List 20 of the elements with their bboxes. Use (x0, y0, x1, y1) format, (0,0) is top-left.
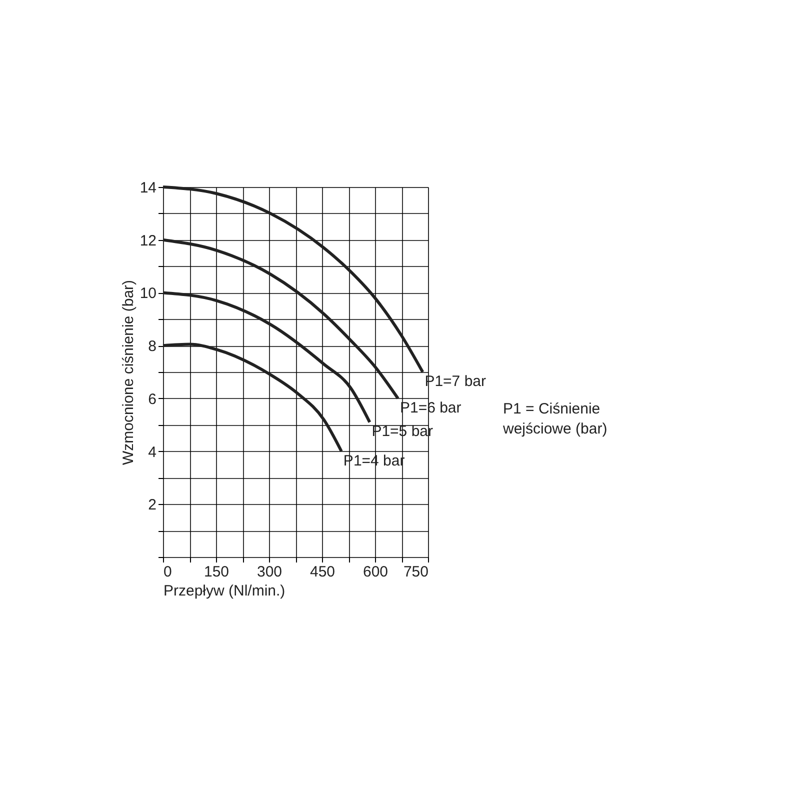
y-tick-label: 10 (140, 285, 156, 302)
y-axis-title: Wzmocnione ciśnienie (bar) (120, 280, 137, 466)
y-tick-label: 14 (140, 180, 156, 196)
text: P1 = Ciśnienie wejściowe (bar) (502, 400, 608, 438)
y-tick-label: 6 (148, 390, 156, 408)
x-tick-label: 750 (403, 564, 428, 580)
x-tick-label: 0 (164, 564, 172, 580)
x-tick-label: 300 (256, 564, 282, 580)
line-series (162, 186, 424, 374)
y-tick-label: 8 (148, 338, 156, 356)
x-axis-title: Przepływ (Nl/min.) (164, 582, 286, 600)
y-tick-label: 4 (148, 444, 156, 461)
line-series (162, 238, 400, 400)
line-series (162, 291, 372, 424)
y-tick-label: 12 (140, 232, 156, 250)
y-tick-label: 2 (148, 496, 156, 514)
line-series (162, 342, 343, 453)
x-tick-label: 600 (362, 564, 388, 580)
x-tick-label: 150 (204, 564, 230, 580)
x-tick-label: 450 (310, 564, 336, 580)
